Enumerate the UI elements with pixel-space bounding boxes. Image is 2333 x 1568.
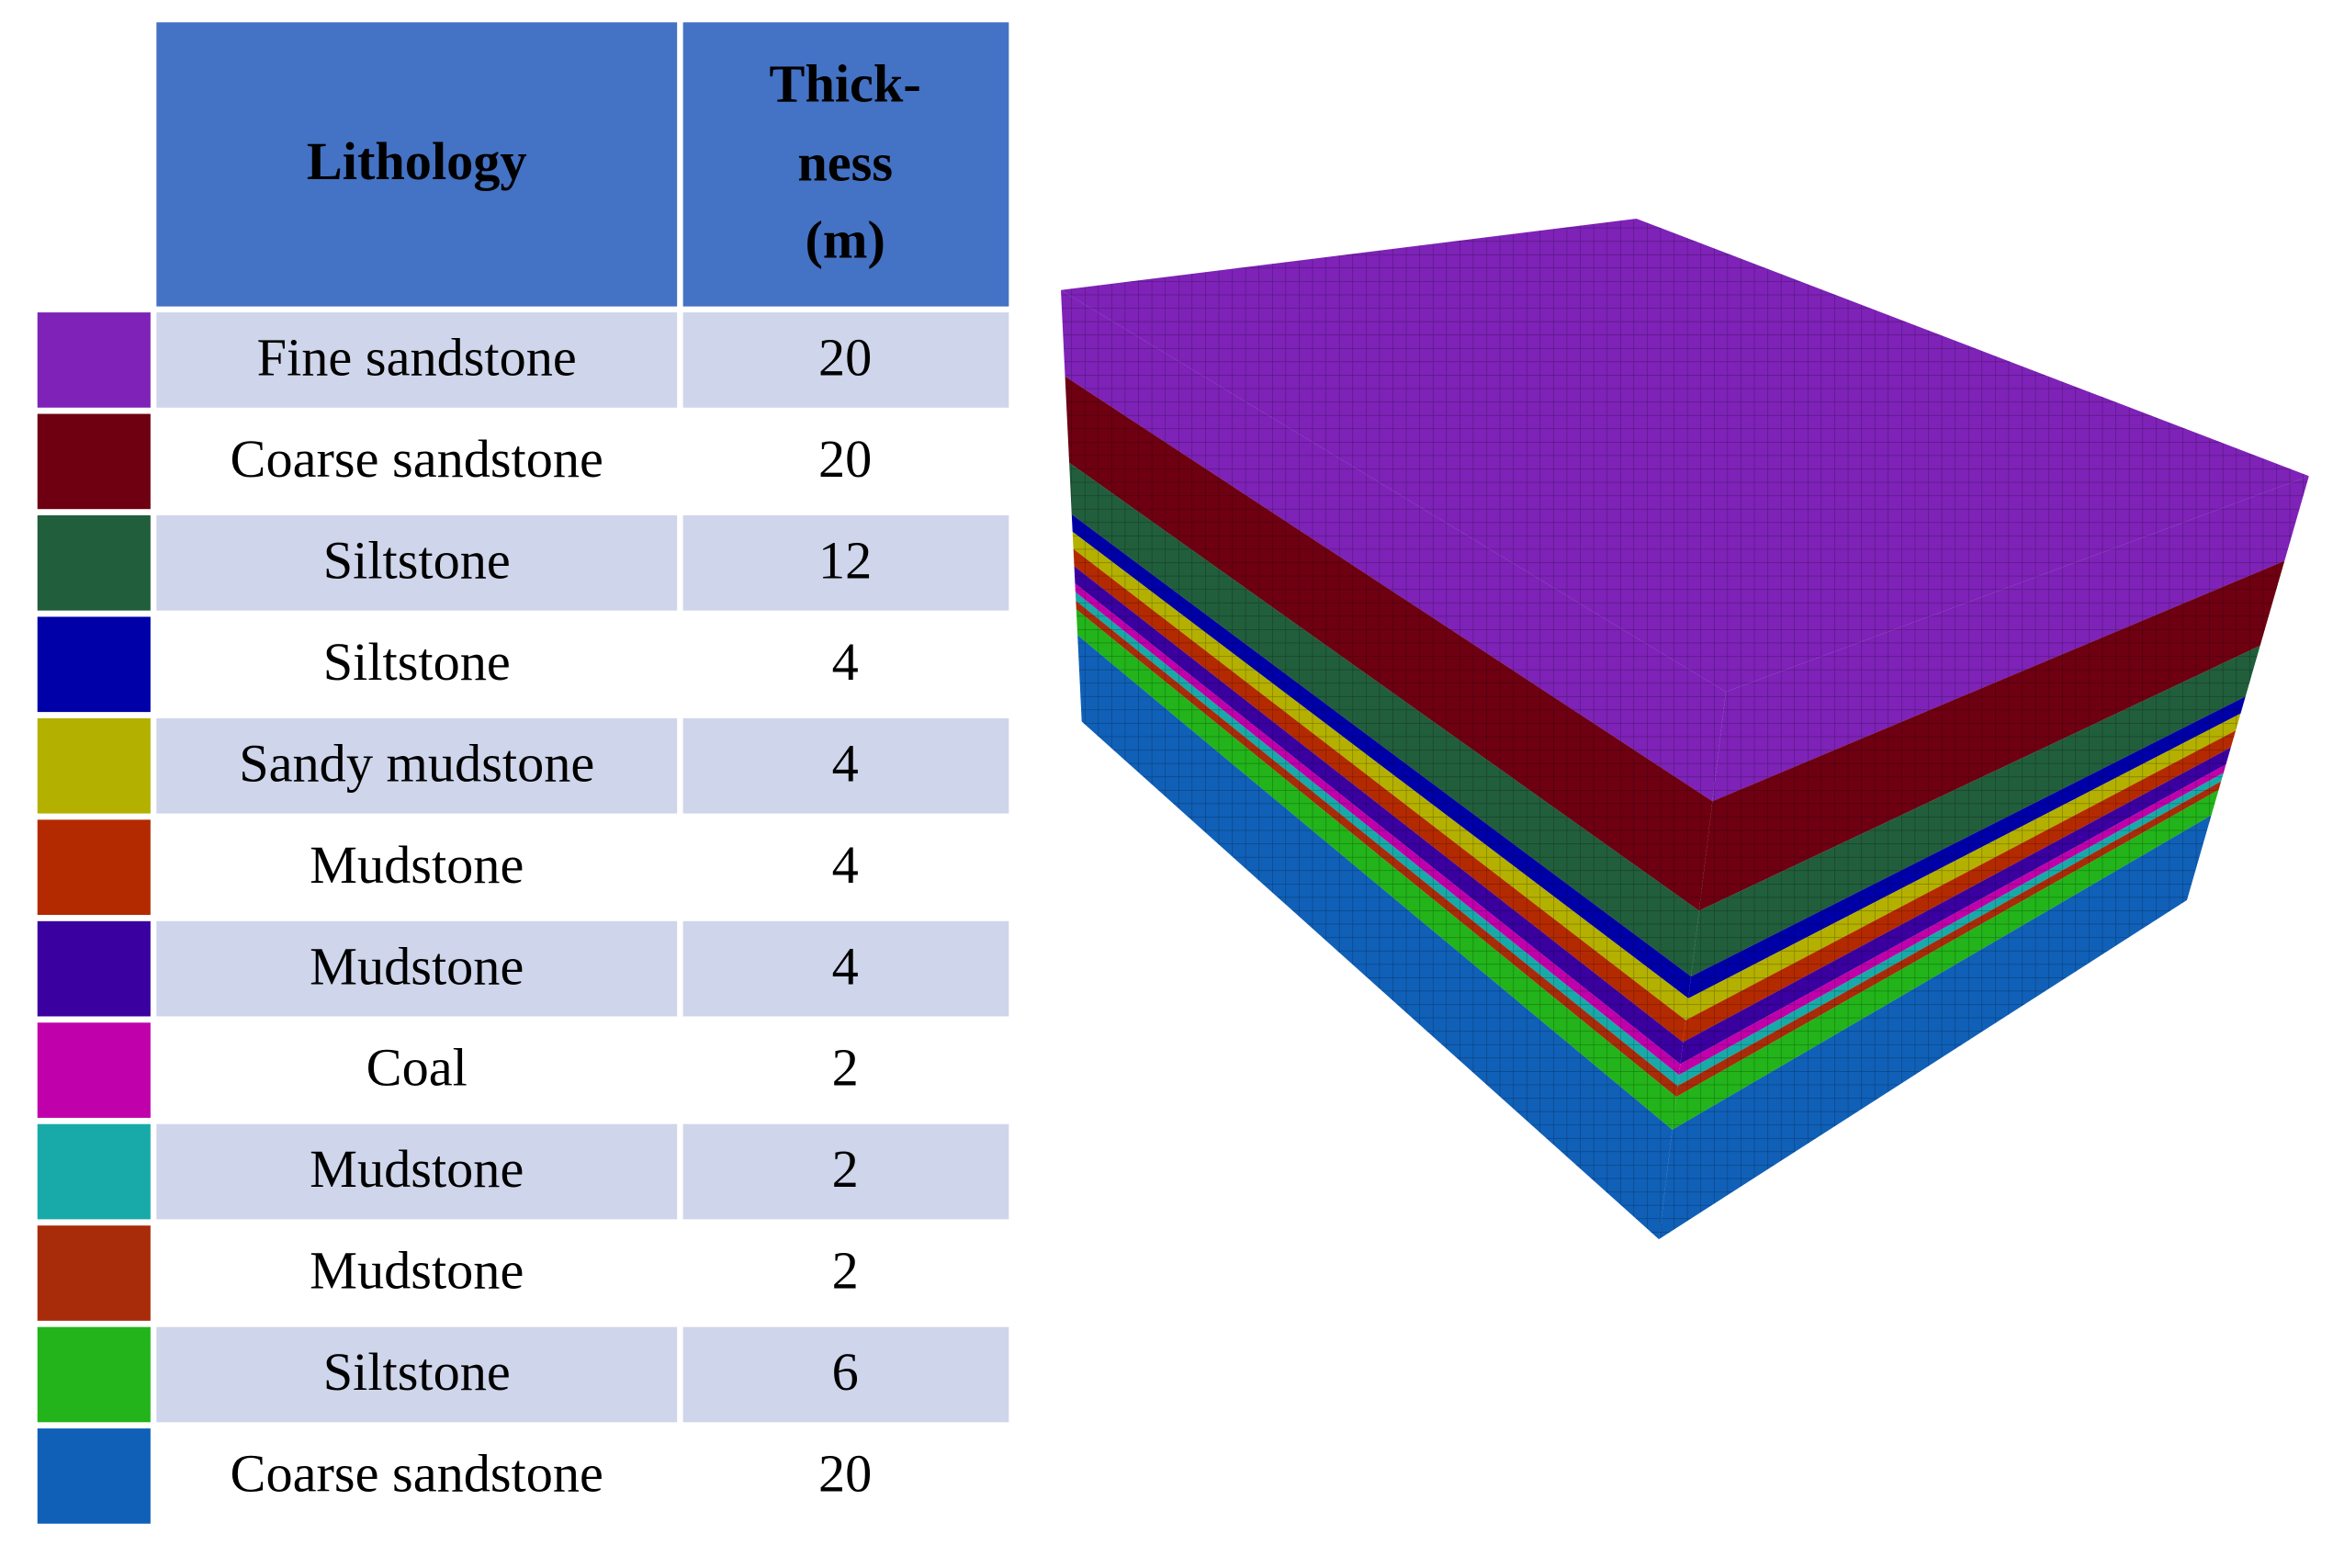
mesh: [1688, 696, 2246, 998]
cell: [156, 717, 678, 814]
mesh: [1076, 609, 1677, 1130]
thickness: 4: [832, 733, 859, 793]
mesh: [1071, 514, 1692, 998]
lithology: Siltstone: [323, 632, 511, 692]
color-swatch: [37, 312, 151, 408]
lithology: Siltstone: [323, 1342, 511, 1402]
thickness: 4: [832, 835, 859, 895]
lithology: Sandy mudstone: [239, 733, 594, 793]
lithology: Coal: [366, 1038, 468, 1098]
cell: [682, 920, 1009, 1017]
cell: [156, 819, 678, 916]
thickness: 12: [818, 530, 872, 590]
cell: [682, 312, 1009, 408]
header-cell: [682, 22, 1009, 307]
mesh: [1069, 462, 1699, 977]
lithology: Siltstone: [323, 530, 511, 590]
thickness: 20: [818, 328, 872, 388]
mesh: [1680, 747, 2231, 1065]
mesh: [1065, 376, 1713, 911]
mesh: [1061, 289, 1726, 802]
header-thickness: Thick-: [770, 54, 921, 114]
header-cell: [156, 22, 678, 307]
cell: [682, 1428, 1009, 1524]
cell: [682, 1123, 1009, 1220]
cell: [682, 819, 1009, 916]
mesh: [1061, 219, 2309, 693]
thickness: 2: [832, 1139, 859, 1199]
cell: [156, 1225, 678, 1321]
thickness: 4: [832, 632, 859, 692]
mesh: [1075, 592, 1679, 1087]
mesh: [1678, 764, 2226, 1076]
color-swatch: [37, 920, 151, 1017]
color-swatch: [37, 515, 151, 611]
mesh: [1072, 531, 1689, 1021]
header-thickness: ness: [797, 132, 893, 192]
cell: [682, 1225, 1009, 1321]
cell: [156, 1326, 678, 1423]
mesh: [1685, 713, 2241, 1021]
mesh: [1698, 560, 2285, 911]
cell: [156, 616, 678, 713]
lithology: Mudstone: [310, 1241, 524, 1301]
header-thickness: (m): [805, 210, 885, 270]
color-swatch: [37, 616, 151, 713]
color-swatch: [37, 1326, 151, 1423]
cell: [682, 413, 1009, 510]
thickness: 20: [818, 429, 872, 489]
mesh: [1076, 600, 1678, 1098]
mesh: [1077, 635, 1673, 1240]
mesh: [1073, 548, 1686, 1043]
cell: [156, 920, 678, 1017]
mesh: [1659, 815, 2212, 1240]
color-swatch: [37, 1123, 151, 1220]
cell: [156, 1123, 678, 1220]
color-swatch: [37, 1428, 151, 1524]
mesh: [1691, 645, 2260, 977]
mesh: [1677, 773, 2224, 1087]
cell: [682, 616, 1009, 713]
color-swatch: [37, 413, 151, 510]
mesh: [1672, 789, 2219, 1130]
thickness: 20: [818, 1444, 872, 1504]
cell: [156, 1022, 678, 1118]
thickness: 4: [832, 936, 859, 996]
mesh: [1074, 566, 1684, 1065]
lithology: Mudstone: [310, 936, 524, 996]
lithology: Mudstone: [310, 835, 524, 895]
mesh: [1683, 730, 2237, 1043]
color-swatch: [37, 1225, 151, 1321]
thickness: 6: [832, 1342, 859, 1402]
mesh: [1676, 781, 2222, 1098]
lithology: Fine sandstone: [257, 328, 577, 388]
cell: [682, 515, 1009, 611]
cell: [682, 717, 1009, 814]
thickness: 2: [832, 1038, 859, 1098]
color-swatch: [37, 717, 151, 814]
cell: [156, 1428, 678, 1524]
lithology: Coarse sandstone: [231, 429, 603, 489]
cell: [682, 1326, 1009, 1423]
mesh: [1712, 476, 2309, 802]
lithology: Coarse sandstone: [231, 1444, 603, 1504]
color-swatch: [37, 1022, 151, 1118]
cell: [156, 515, 678, 611]
cell: [156, 312, 678, 408]
mesh: [1075, 583, 1681, 1076]
header-lithology: Lithology: [307, 131, 527, 191]
cell: [682, 1022, 1009, 1118]
color-swatch: [37, 819, 151, 916]
lithology: Mudstone: [310, 1139, 524, 1199]
cell: [156, 413, 678, 510]
thickness: 2: [832, 1241, 859, 1301]
